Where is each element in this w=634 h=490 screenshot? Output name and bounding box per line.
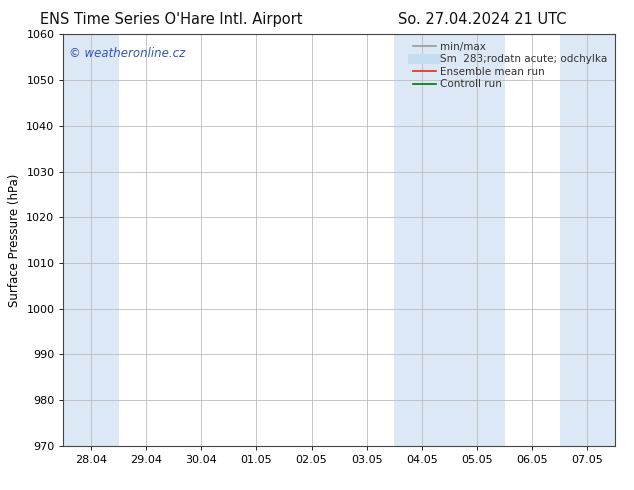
- Text: So. 27.04.2024 21 UTC: So. 27.04.2024 21 UTC: [398, 12, 566, 27]
- Bar: [560, 34, 615, 446]
- Legend: min/max, Sm  283;rodatn acute; odchylka, Ensemble mean run, Controll run: min/max, Sm 283;rodatn acute; odchylka, …: [411, 40, 610, 92]
- Text: © weatheronline.cz: © weatheronline.cz: [69, 47, 185, 60]
- Y-axis label: Surface Pressure (hPa): Surface Pressure (hPa): [8, 173, 21, 307]
- Bar: [394, 34, 505, 446]
- Bar: [63, 34, 119, 446]
- Text: ENS Time Series O'Hare Intl. Airport: ENS Time Series O'Hare Intl. Airport: [40, 12, 302, 27]
